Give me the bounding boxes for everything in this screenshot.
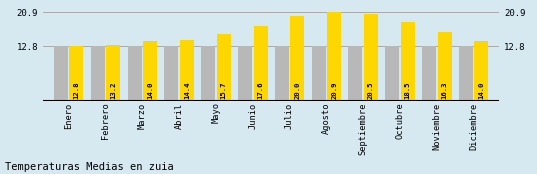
Text: 20.9: 20.9 — [331, 82, 337, 99]
Bar — [217, 34, 231, 101]
Text: 17.6: 17.6 — [258, 82, 264, 99]
Bar — [275, 46, 289, 101]
Bar — [349, 46, 362, 101]
Bar — [238, 46, 252, 101]
Bar — [106, 45, 120, 101]
Bar — [54, 46, 68, 101]
Text: 20.5: 20.5 — [368, 82, 374, 99]
Bar — [201, 46, 215, 101]
Bar — [438, 32, 452, 101]
Text: 12.8: 12.8 — [74, 82, 79, 99]
Bar — [311, 46, 325, 101]
Bar — [91, 46, 105, 101]
Bar — [291, 16, 304, 101]
Bar — [327, 12, 341, 101]
Bar — [422, 46, 436, 101]
Bar — [474, 41, 488, 101]
Text: 14.0: 14.0 — [478, 82, 484, 99]
Bar — [459, 46, 473, 101]
Text: 13.2: 13.2 — [110, 82, 117, 99]
Bar — [401, 22, 415, 101]
Bar — [143, 41, 157, 101]
Bar — [253, 26, 267, 101]
Text: 18.5: 18.5 — [405, 82, 411, 99]
Bar — [386, 46, 400, 101]
Text: 16.3: 16.3 — [441, 82, 447, 99]
Bar — [164, 46, 178, 101]
Text: 20.0: 20.0 — [294, 82, 300, 99]
Text: Temperaturas Medias en zuia: Temperaturas Medias en zuia — [5, 162, 174, 172]
Text: 14.0: 14.0 — [147, 82, 153, 99]
Text: 14.4: 14.4 — [184, 82, 190, 99]
Bar — [128, 46, 142, 101]
Bar — [69, 46, 83, 101]
Text: 15.7: 15.7 — [221, 82, 227, 99]
Bar — [364, 14, 378, 101]
Bar — [180, 40, 194, 101]
